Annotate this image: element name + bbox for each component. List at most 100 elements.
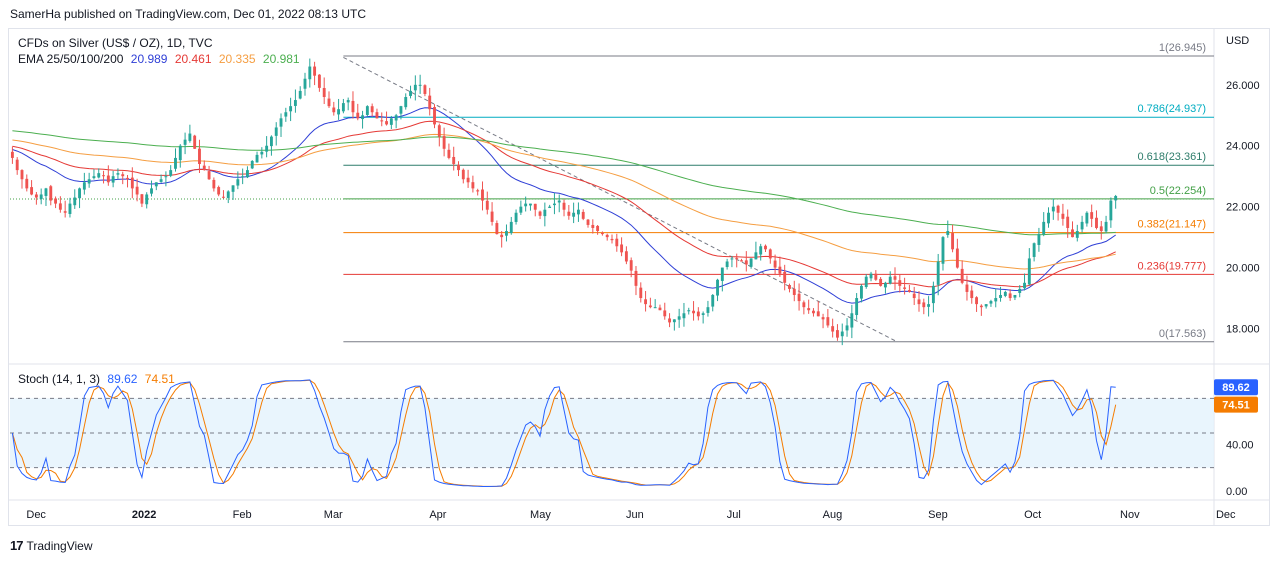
time-tick-label: Jun xyxy=(626,509,644,521)
candle-body xyxy=(198,148,201,165)
candle-body xyxy=(883,282,887,288)
candle-body xyxy=(586,219,590,225)
candle-body xyxy=(826,317,830,326)
candle-body xyxy=(893,276,897,280)
time-tick-label: Dec xyxy=(26,509,46,521)
candle-body xyxy=(970,290,974,299)
candle-body xyxy=(500,234,504,238)
publisher-line: SamerHa published on TradingView.com, De… xyxy=(10,7,366,21)
ema50-line xyxy=(12,120,1116,288)
time-tick-label: 2022 xyxy=(132,509,156,521)
brand-text: TradingView xyxy=(26,538,93,553)
candle-body xyxy=(620,244,624,253)
candle-body xyxy=(792,288,796,295)
candle-body xyxy=(1037,234,1041,245)
fib-level-label: 0(17.563) xyxy=(1159,328,1206,340)
candle-body xyxy=(236,179,240,186)
candle-body xyxy=(855,298,859,316)
candle-body xyxy=(481,189,484,201)
stoch-label: Stoch (14, 1, 3) xyxy=(18,372,101,386)
candle-body xyxy=(1013,294,1017,298)
candle-body xyxy=(44,188,48,196)
candle-body xyxy=(222,196,225,198)
candle-body xyxy=(466,177,470,183)
candle-body xyxy=(452,156,456,165)
candle-body xyxy=(476,190,480,192)
candle-body xyxy=(351,100,355,113)
candle-body xyxy=(126,177,129,180)
candle-body xyxy=(543,209,547,217)
candle-body xyxy=(927,304,931,307)
candle-body xyxy=(869,273,873,279)
candle-body xyxy=(960,268,964,283)
candle-body xyxy=(567,211,571,216)
candle-body xyxy=(807,308,811,311)
candle-body xyxy=(725,261,729,268)
time-tick-label: Nov xyxy=(1120,509,1140,521)
candle-body xyxy=(437,125,441,137)
candle-body xyxy=(370,106,374,113)
candle-body xyxy=(874,273,878,280)
candle-body xyxy=(764,245,767,250)
candle-body xyxy=(840,331,844,337)
candle-body xyxy=(471,182,475,189)
candle-body xyxy=(773,260,777,268)
ema200-value: 20.981 xyxy=(262,52,300,66)
candle-body xyxy=(226,191,230,198)
candle-body xyxy=(212,179,216,189)
candle-body xyxy=(989,301,993,304)
candle-body xyxy=(1066,216,1070,228)
candle-body xyxy=(922,302,926,308)
candle-body xyxy=(356,112,360,119)
candle-body xyxy=(418,84,422,86)
candle-body xyxy=(495,223,499,235)
stoch-k-line xyxy=(11,379,1116,487)
candle-body xyxy=(332,107,336,113)
candle-body xyxy=(720,267,724,281)
candle-body xyxy=(754,252,758,260)
candle-body xyxy=(668,318,672,323)
fib-level-label: 0.786(24.937) xyxy=(1138,103,1207,115)
ema50-value: 20.461 xyxy=(174,52,212,66)
ema-legend: EMA 25/50/100/200 20.989 20.461 20.335 2… xyxy=(18,52,304,66)
candle-body xyxy=(898,280,902,286)
candle-body xyxy=(409,90,412,96)
fib-level-label: 0.618(23.361) xyxy=(1138,151,1207,163)
candle-body xyxy=(624,251,628,262)
candle-body xyxy=(644,299,648,305)
candle-body xyxy=(135,186,139,195)
candle-body xyxy=(34,194,38,198)
candle-body xyxy=(596,225,600,232)
candle-body xyxy=(735,257,739,259)
candle-body xyxy=(202,165,206,171)
candle-body xyxy=(514,212,518,222)
candle-body xyxy=(1056,205,1060,213)
stoch-k-badge: 89.62 xyxy=(1222,382,1250,394)
candle-body xyxy=(423,85,427,94)
candle-body xyxy=(49,186,53,201)
candle-body xyxy=(802,302,806,308)
candle-body xyxy=(164,176,168,178)
candle-body xyxy=(730,258,734,260)
candle-body xyxy=(1008,293,1012,299)
time-tick-label: Aug xyxy=(823,509,843,521)
candle-body xyxy=(361,115,365,120)
candle-body xyxy=(178,145,182,161)
candle-body xyxy=(1023,282,1026,289)
candle-body xyxy=(1061,213,1065,219)
candle-body xyxy=(1027,258,1031,285)
candle-body xyxy=(965,284,969,292)
candle-body xyxy=(63,211,67,213)
candle-body xyxy=(524,203,528,207)
candle-body xyxy=(1075,231,1079,238)
candle-body xyxy=(1042,221,1046,235)
candle-body xyxy=(634,270,638,286)
candle-body xyxy=(576,209,580,215)
time-tick-label: Apr xyxy=(429,509,446,521)
candle-body xyxy=(1080,221,1084,230)
candle-body xyxy=(812,310,815,314)
candle-body xyxy=(394,115,398,121)
footer-brand[interactable]: 17 TradingView xyxy=(10,538,93,553)
candle-body xyxy=(106,175,110,183)
